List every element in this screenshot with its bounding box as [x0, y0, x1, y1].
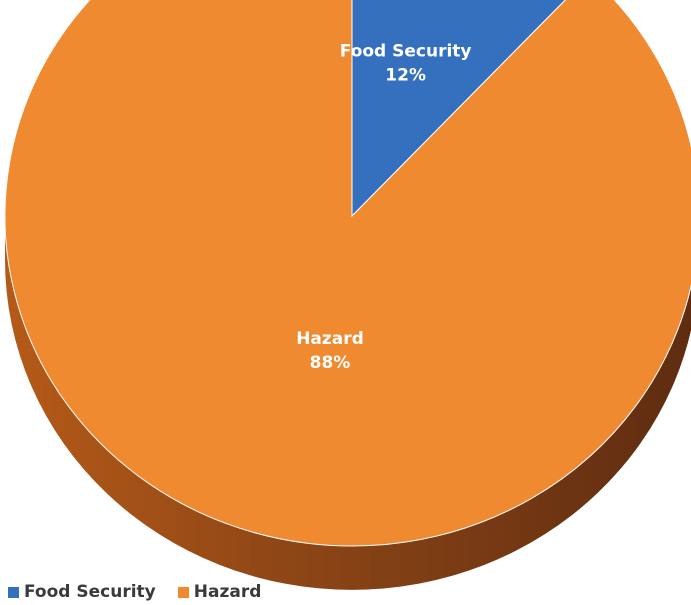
slice-value-hazard: 88%	[310, 353, 351, 373]
slice-value-food-security: 12%	[385, 65, 426, 85]
slice-label-hazard: Hazard	[296, 329, 364, 349]
legend-item-food-security: Food Security	[8, 582, 156, 602]
legend-swatch-hazard	[177, 586, 189, 598]
pie-labels: Food Security 12% Hazard 88%	[296, 41, 471, 373]
slice-label-food-security: Food Security	[340, 41, 472, 61]
legend-swatch-food-security	[8, 586, 19, 598]
pie-slice-hazard	[4, 0, 691, 547]
legend-label-hazard: Hazard	[193, 582, 262, 602]
legend: Food Security Hazard	[8, 582, 283, 602]
pie-slice-food-security	[351, 0, 566, 218]
legend-item-hazard: Hazard	[177, 582, 262, 602]
pie-top-layer	[4, 0, 691, 547]
legend-label-food-security: Food Security	[24, 582, 156, 602]
